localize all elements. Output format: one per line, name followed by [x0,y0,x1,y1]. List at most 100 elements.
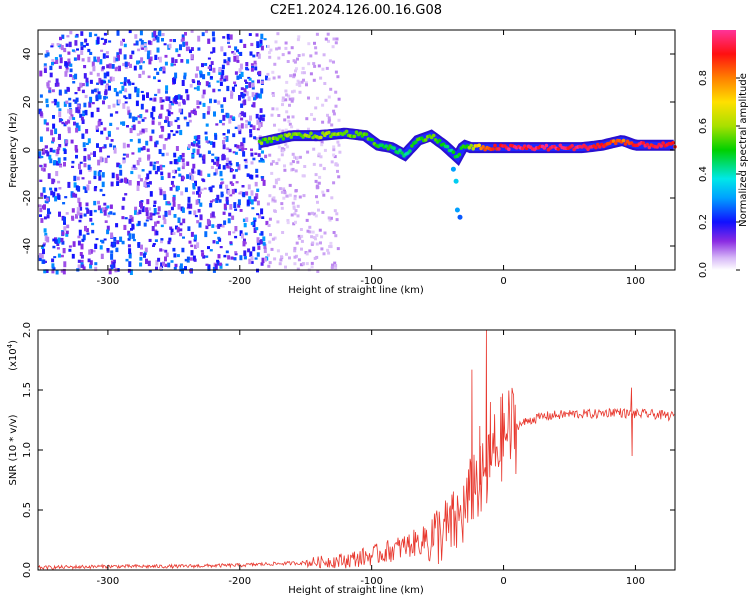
noise-cell [133,43,137,46]
noise-cell [260,176,264,179]
noise-cell [243,112,247,118]
noise-cell [281,149,285,153]
noise-cell [97,200,100,205]
noise-cell [140,103,144,110]
noise-cell [234,126,238,129]
noise-cell [294,169,298,173]
noise-cell [167,262,171,268]
noise-cell [131,50,135,55]
noise-cell [260,45,264,51]
noise-cell [104,38,108,44]
noise-cell [84,187,88,193]
noise-cell [179,222,183,226]
noise-cell [223,220,227,225]
noise-cell [212,37,216,42]
noise-cell [76,207,80,212]
noise-cell [129,54,133,59]
noise-cell [83,45,86,48]
noise-cell [197,191,201,198]
noise-cell [131,82,135,85]
noise-cell [74,99,78,104]
noise-cell [50,129,54,136]
noise-cell [77,86,81,92]
noise-cell [156,220,160,224]
noise-cell [285,93,289,97]
noise-cell [80,50,84,55]
noise-cell [223,59,227,64]
noise-cell [167,133,171,138]
noise-cell [161,152,165,157]
noise-cell [187,196,191,203]
noise-cell [210,61,214,65]
noise-cell [173,63,176,66]
noise-cell [57,237,61,244]
noise-cell [182,41,186,47]
noise-cell [154,239,158,242]
noise-cell [103,96,107,100]
noise-cell [293,197,297,201]
noise-cell [226,85,230,92]
noise-cell [58,89,62,96]
noise-cell [158,121,162,126]
noise-cell [267,264,271,268]
noise-cell [310,113,313,116]
noise-cell [79,113,83,118]
noise-cell [143,180,147,187]
x-tick-label: 0 [500,276,506,287]
y-tick-label: -20 [22,190,33,206]
noise-cell [201,252,205,257]
noise-cell [109,113,113,117]
noise-cell [136,60,139,65]
noise-cell [61,34,65,39]
noise-cell [117,99,121,104]
noise-cell [162,165,166,168]
noise-cell [336,140,340,144]
noise-cell [327,120,331,124]
noise-cell [310,261,314,265]
noise-cell [64,89,68,94]
noise-cell [128,180,132,186]
noise-cell [65,69,69,73]
ridge-point [352,134,357,139]
noise-cell [140,57,144,63]
noise-cell [194,234,197,240]
noise-cell [337,97,341,101]
noise-cell [47,208,50,214]
noise-cell [76,48,79,51]
noise-cell [82,113,85,117]
noise-cell [232,117,236,121]
noise-cell [39,70,43,77]
noise-cell [53,98,57,102]
noise-cell [281,53,285,57]
noise-cell [43,67,47,73]
noise-cell [54,239,58,244]
noise-cell [234,251,238,254]
noise-cell [237,164,241,171]
noise-cell [260,231,264,236]
noise-cell [222,140,225,144]
noise-cell [232,116,235,119]
ridge-point [275,137,280,141]
noise-cell [153,208,157,214]
noise-cell [84,225,87,232]
noise-cell [44,65,48,69]
noise-cell [279,258,283,262]
noise-cell [192,183,196,188]
noise-cell [221,69,225,76]
noise-cell [201,32,205,37]
noise-cell [252,246,256,252]
noise-cell [174,95,178,102]
noise-cell [293,212,297,216]
noise-cell [209,249,213,252]
noise-cell [180,191,184,196]
noise-cell [126,125,129,128]
noise-cell [188,210,192,215]
noise-cell [258,93,262,99]
noise-cell [256,240,260,246]
ridge-point [327,130,331,135]
snr-plot-area [38,330,675,570]
noise-cell [88,32,92,38]
noise-cell [170,63,174,67]
noise-cell [296,160,300,164]
